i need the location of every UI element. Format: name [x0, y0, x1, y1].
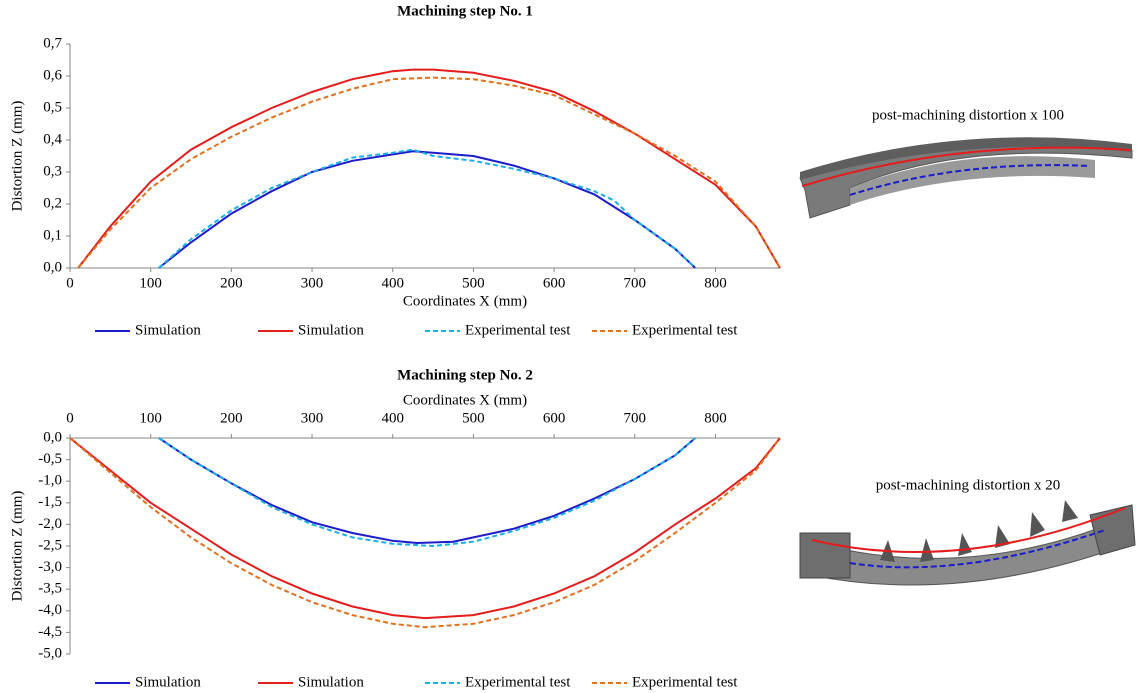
data-line [78, 70, 780, 268]
x-tick-label: 300 [301, 410, 324, 426]
y-tick-label: -5,0 [38, 645, 62, 661]
y-axis-label: Distortion Z (mm) [9, 491, 25, 602]
y-tick-label: -1,5 [38, 494, 62, 510]
y-tick-label: 0,1 [43, 227, 62, 243]
x-tick-label: 400 [381, 410, 404, 426]
legend-label: Experimental test [465, 674, 571, 690]
x-tick-label: 200 [220, 275, 243, 291]
x-tick-label: 800 [704, 275, 727, 291]
legend-label: Experimental test [632, 674, 738, 690]
x-tick-label: 700 [624, 410, 647, 426]
y-tick-label: -3,0 [38, 559, 62, 575]
annotation: post-machining distortion x 100 [872, 107, 1064, 123]
data-line [159, 438, 696, 546]
y-tick-label: 0,0 [43, 429, 62, 445]
render-step-1 [800, 137, 1132, 218]
x-tick-label: 700 [624, 275, 647, 291]
y-tick-label: 0,0 [43, 259, 62, 275]
x-tick-label: 500 [462, 275, 485, 291]
y-tick-label: -0,5 [38, 451, 62, 467]
x-tick-label: 100 [139, 275, 162, 291]
y-tick-label: 0,2 [43, 195, 62, 211]
legend-label: Simulation [298, 674, 364, 690]
legend-label: Simulation [298, 322, 364, 338]
y-tick-label: -2,0 [38, 516, 62, 532]
figure: Machining step No. 1 Coordinates X (mm) Di… [0, 0, 1137, 693]
x-tick-label: 600 [543, 410, 566, 426]
x-tick-label: 600 [543, 275, 566, 291]
y-tick-label: 0,7 [43, 35, 62, 51]
chart-title: Machining step No. 2 [397, 367, 533, 383]
y-tick-label: -3,5 [38, 581, 62, 597]
y-axis-label: Distortion Z (mm) [9, 101, 25, 212]
x-tick-label: 0 [66, 275, 74, 291]
y-tick-label: -2,5 [38, 537, 62, 553]
data-line [70, 438, 780, 627]
render-step-2 [800, 500, 1135, 585]
data-line [78, 78, 780, 268]
x-axis-label: Coordinates X (mm) [403, 392, 527, 408]
y-tick-label: -4,0 [38, 602, 62, 618]
x-tick-label: 400 [381, 275, 404, 291]
x-tick-label: 500 [462, 410, 485, 426]
x-tick-label: 200 [220, 410, 243, 426]
x-axis-label: Coordinates X (mm) [403, 293, 527, 309]
x-tick-label: 800 [704, 410, 727, 426]
annotation: post-machining distortion x 20 [876, 477, 1061, 493]
legend-label: Simulation [135, 322, 201, 338]
legend-label: Experimental test [465, 322, 571, 338]
y-tick-label: 0,3 [43, 163, 62, 179]
legend-label: Simulation [135, 674, 201, 690]
legend-label: Experimental test [632, 322, 738, 338]
data-line [70, 438, 780, 618]
x-tick-label: 0 [66, 410, 74, 426]
y-tick-label: 0,4 [43, 131, 62, 147]
data-line [159, 151, 696, 268]
x-tick-label: 300 [301, 275, 324, 291]
x-tick-label: 100 [139, 410, 162, 426]
y-tick-label: 0,5 [43, 99, 62, 115]
y-tick-label: 0,6 [43, 67, 62, 83]
chart-title: Machining step No. 1 [397, 3, 533, 19]
y-tick-label: -4,5 [38, 624, 62, 640]
y-tick-label: -1,0 [38, 473, 62, 489]
